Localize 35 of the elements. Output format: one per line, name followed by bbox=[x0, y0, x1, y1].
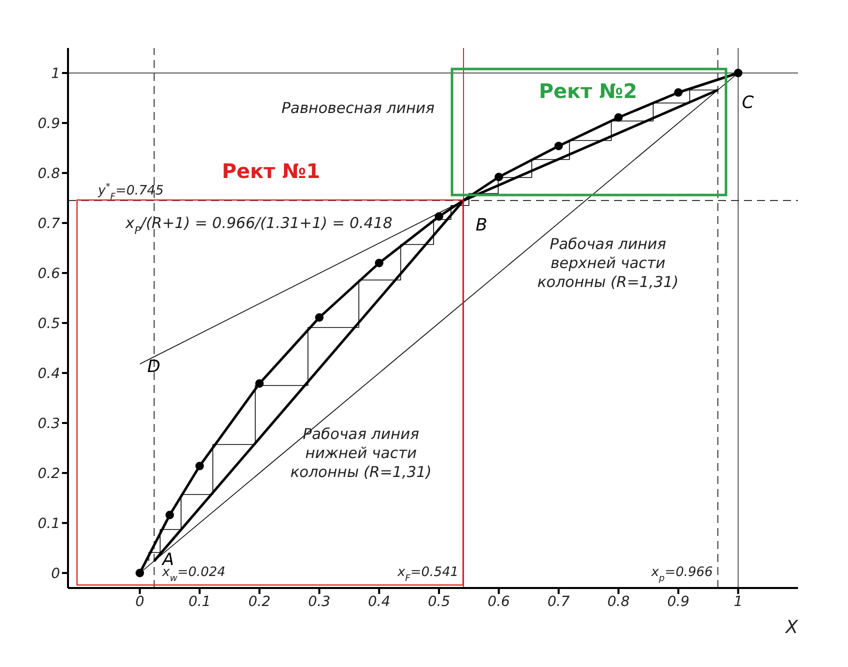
ref-line-label: y$^{*}$$_{F}$=0.745 bbox=[97, 182, 164, 202]
y-tick-label: 0.7 bbox=[38, 216, 60, 232]
y-tick-label: 0.6 bbox=[38, 266, 60, 282]
x-tick-label: 0.1 bbox=[188, 594, 211, 610]
annotation: Рект №2 bbox=[538, 79, 638, 103]
annotation: D bbox=[147, 357, 160, 377]
ref-line-label: x$_{p}$=0.966 bbox=[650, 565, 713, 584]
annotation: B bbox=[476, 216, 488, 236]
y-tick-label: 0.2 bbox=[38, 466, 60, 482]
y-tick-label: 0 bbox=[51, 566, 60, 582]
x-tick-label: 0.2 bbox=[248, 594, 271, 610]
x-tick-label: 0.5 bbox=[428, 594, 450, 610]
x-tick-label: 0.3 bbox=[308, 594, 330, 610]
x-tick-label: 0.7 bbox=[548, 594, 570, 610]
y-tick-label: 0.8 bbox=[38, 166, 60, 182]
ref-line-label: x$_{F}$=0.541 bbox=[396, 565, 459, 584]
annotation: Равновесная линия bbox=[281, 99, 435, 117]
x-tick-label: 0 bbox=[135, 594, 144, 610]
annotation: Рабочая линия верхней части колонны (R=1,31) bbox=[537, 235, 679, 291]
x-tick-label: 0.8 bbox=[607, 594, 630, 610]
annotation: C bbox=[742, 93, 754, 113]
y-tick-label: 0.4 bbox=[38, 366, 60, 382]
annotation: x$_{P}$/(R+1) = 0.966/(1.31+1) = 0.418 bbox=[124, 214, 392, 237]
y-tick-label: 0.5 bbox=[38, 316, 60, 332]
x-tick-label: 0.6 bbox=[488, 594, 510, 610]
y-tick-label: 0.9 bbox=[38, 116, 60, 132]
x-tick-label: 0.9 bbox=[667, 594, 690, 610]
y-tick-label: 0.3 bbox=[38, 416, 60, 432]
x-tick-label: 1 bbox=[734, 594, 743, 610]
y-tick-label: 1 bbox=[51, 66, 60, 82]
x-tick-label: 0.4 bbox=[368, 594, 390, 610]
annotation: Рабочая линия нижней части колонны (R=1,31) bbox=[290, 425, 432, 481]
y-tick-label: 0.1 bbox=[38, 516, 60, 532]
x-axis-title: X bbox=[784, 617, 799, 638]
annotation: Рект №1 bbox=[222, 159, 320, 183]
